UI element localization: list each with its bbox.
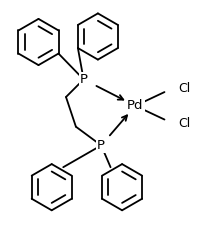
Text: P: P bbox=[80, 73, 88, 86]
Text: Cl: Cl bbox=[179, 82, 191, 95]
Text: P: P bbox=[97, 139, 105, 152]
Text: Cl: Cl bbox=[179, 117, 191, 130]
Text: Pd: Pd bbox=[127, 99, 143, 112]
